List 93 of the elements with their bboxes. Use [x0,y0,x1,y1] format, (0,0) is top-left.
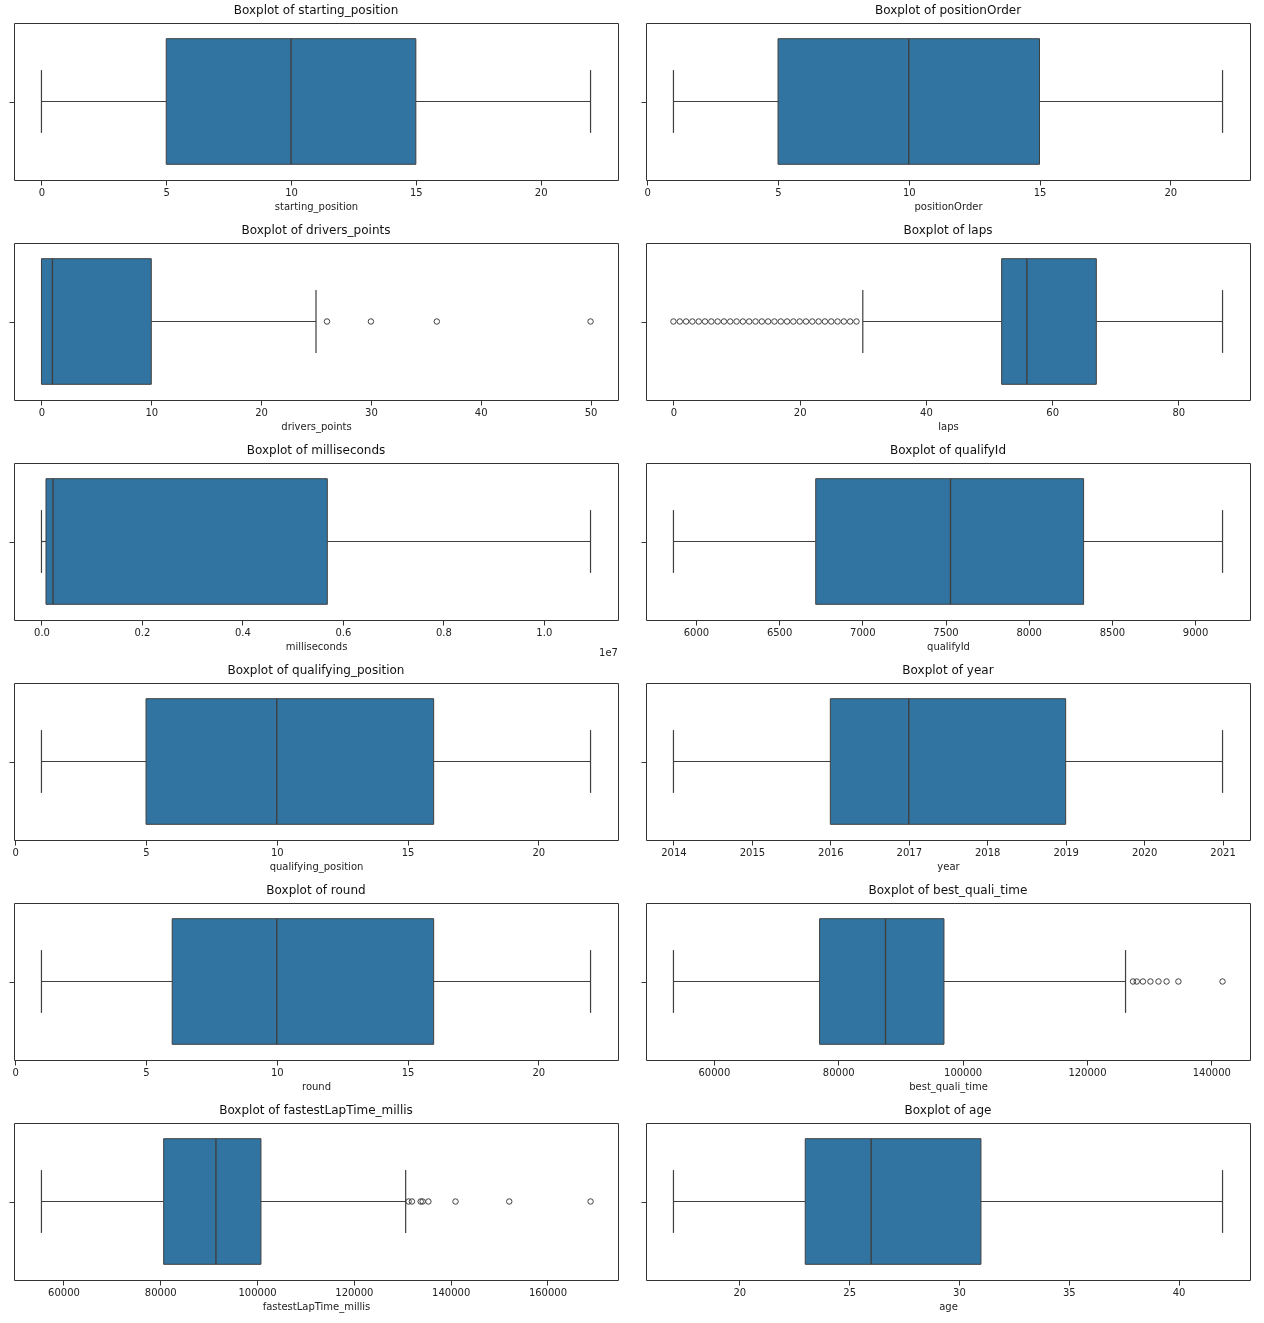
x-axis-title: starting_position [274,200,359,213]
x-tick-label: 2020 [1131,846,1158,858]
x-axis-title: drivers_points [281,420,352,433]
x-tick-label: 40 [1172,1286,1186,1298]
x-tick-label: 0.8 [435,626,452,638]
x-axis-title: positionOrder [914,200,984,212]
x-tick-label: 5 [163,186,170,198]
x-tick-label: 20 [534,186,548,198]
x-tick-label: 0 [644,186,651,198]
x-tick-label: 7000 [850,626,876,638]
x-tick-label: 0 [670,406,678,418]
x-tick-label: 15 [401,846,415,858]
x-axis-title: fastestLapTime_millis [262,1300,371,1313]
x-axis-title: milliseconds [285,640,348,652]
x-tick-label: 20 [255,406,268,418]
x-tick-label: 20 [532,1066,546,1078]
x-tick-label: 2017 [896,846,923,858]
x-tick-label: 60 [1046,406,1060,418]
x-tick-label: 10 [270,846,284,858]
chart-title: Boxplot of positionOrder [874,3,1022,17]
x-tick-label: 30 [365,406,378,418]
x-tick-label: 10 [145,406,159,418]
chart-title: Boxplot of qualifying_position [227,663,405,677]
chart-title: Boxplot of best_quali_time [868,883,1028,897]
text: 1e7 [599,647,618,658]
x-tick-label: 15 [1033,186,1047,198]
x-tick-label: 100000 [238,1286,277,1298]
x-tick-label: 5 [143,846,150,858]
x-tick-label: 25 [843,1286,857,1298]
x-tick-label: 40 [474,406,488,418]
x-tick-label: 8000 [1016,626,1042,638]
x-tick-label: 20 [793,406,807,418]
x-tick-label: 2015 [739,846,766,858]
x-tick-label: 140000 [1192,1066,1231,1078]
chart-title: Boxplot of round [266,883,366,897]
x-tick-label: 8500 [1099,626,1126,638]
x-tick-label: 10 [285,186,298,198]
x-axis-title: age [939,1300,958,1312]
x-tick-label: 20 [532,846,546,858]
x-tick-label: 35 [1062,1286,1076,1298]
x-axis-title: laps [938,420,959,432]
x-tick-label: 2019 [1053,846,1079,858]
x-tick-label: 20 [733,1286,747,1298]
chart-title: Boxplot of starting_position [233,3,399,17]
x-tick-label: 10 [902,186,916,198]
chart-title: Boxplot of laps [903,223,993,237]
chart-title: Boxplot of milliseconds [246,443,386,457]
x-tick-label: 2014 [661,846,687,858]
x-tick-label: 120000 [335,1286,374,1298]
x-tick-label: 2021 [1210,846,1236,858]
x-tick-label: 6500 [766,626,793,638]
x-tick-label: 15 [409,186,423,198]
x-tick-label: 40 [920,406,933,418]
chart-title: Boxplot of age [904,1103,992,1117]
x-tick-label: 80000 [822,1066,855,1078]
x-tick-label: 6000 [683,626,710,638]
x-tick-label: 30 [953,1286,966,1298]
x-tick-label: 20 [1164,186,1178,198]
x-tick-label: 2016 [818,846,844,858]
x-tick-label: 9000 [1182,626,1209,638]
x-tick-label: 100000 [944,1066,983,1078]
x-tick-label: 0 [38,186,46,198]
chart-title: Boxplot of drivers_points [241,223,391,237]
x-tick-label: 0.4 [234,626,251,638]
x-tick-label: 1.0 [536,626,553,638]
chart-title: Boxplot of year [902,663,994,677]
x-tick-label: 0.2 [134,626,151,638]
x-tick-label: 5 [775,186,782,198]
x-tick-label: 0 [38,406,46,418]
x-tick-label: 80000 [144,1286,177,1298]
x-tick-label: 7500 [933,626,959,638]
x-tick-label: 0.6 [335,626,352,638]
x-tick-label: 2018 [974,846,1001,858]
x-tick-label: 0 [12,846,19,858]
chart-title: Boxplot of qualifyId [889,443,1007,457]
x-tick-label: 120000 [1068,1066,1107,1078]
x-tick-label: 60000 [48,1286,80,1298]
x-tick-label: 60000 [698,1066,731,1078]
chart-title: Boxplot of fastestLapTime_millis [219,1103,413,1117]
x-axis-title: qualifyId [927,640,970,652]
x-tick-label: 5 [143,1066,150,1078]
x-tick-label: 80 [1172,406,1186,418]
x-tick-label: 140000 [432,1286,471,1298]
x-tick-label: 10 [270,1066,284,1078]
x-axis-title: round [301,1080,332,1092]
x-tick-label: 0 [12,1066,19,1078]
x-axis-title: year [937,860,961,872]
x-tick-label: 0.0 [34,626,50,638]
x-axis-title: qualifying_position [269,860,364,873]
x-axis-title: best_quali_time [909,1080,988,1093]
x-tick-label: 160000 [528,1286,568,1298]
x-tick-label: 50 [584,406,598,418]
x-tick-label: 15 [401,1066,415,1078]
